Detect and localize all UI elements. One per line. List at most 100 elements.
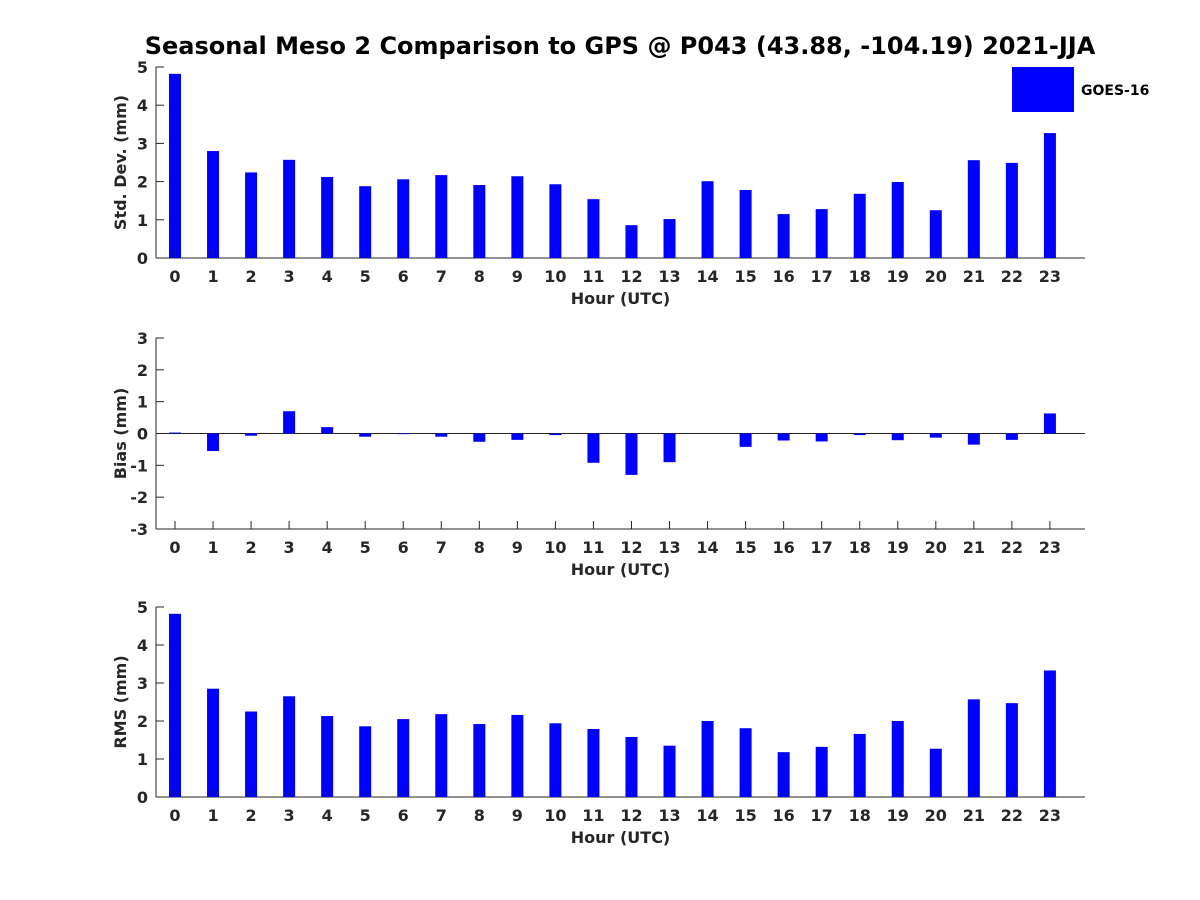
x-tick-label: 11	[582, 538, 604, 557]
x-tick-label: 7	[436, 538, 447, 557]
bar-bias-6	[397, 433, 410, 435]
y-tick-label: 1	[137, 211, 148, 230]
bar-bias-20	[929, 433, 942, 438]
x-tick-label: 14	[696, 538, 718, 557]
x-tick-label: 18	[849, 538, 871, 557]
x-tick-label: 6	[398, 806, 409, 825]
bar-bias-9	[511, 433, 524, 440]
bar-rms-19	[891, 721, 904, 797]
bar-std-dev-12	[625, 225, 638, 258]
x-axis-label: Hour (UTC)	[571, 289, 671, 308]
x-tick-label: 23	[1039, 267, 1061, 286]
bar-std-dev-21	[967, 160, 980, 258]
x-tick-label: 18	[849, 806, 871, 825]
x-tick-label: 13	[658, 806, 680, 825]
bar-bias-11	[587, 433, 600, 463]
y-tick-label: 3	[137, 329, 148, 348]
bar-bias-5	[359, 433, 372, 437]
legend-label: GOES-16	[1081, 83, 1149, 99]
y-axis-label: Bias (mm)	[111, 388, 130, 480]
x-tick-label: 9	[512, 806, 523, 825]
y-tick-label: 0	[137, 425, 148, 444]
x-tick-label: 12	[620, 806, 642, 825]
bar-bias-13	[663, 433, 676, 463]
y-tick-label: 3	[137, 674, 148, 693]
x-tick-label: 23	[1039, 538, 1061, 557]
bar-std-dev-8	[473, 185, 486, 258]
x-tick-label: 3	[284, 806, 295, 825]
x-tick-label: 16	[773, 538, 795, 557]
x-tick-label: 16	[773, 806, 795, 825]
x-tick-label: 5	[360, 538, 371, 557]
x-tick-label: 0	[169, 806, 180, 825]
bar-rms-10	[549, 723, 562, 797]
legend: GOES-16	[1012, 67, 1149, 112]
x-tick-label: 0	[169, 267, 180, 286]
bar-bias-10	[549, 433, 562, 436]
bar-bias-15	[739, 433, 752, 447]
bar-bias-2	[245, 433, 258, 436]
x-tick-label: 13	[658, 267, 680, 286]
x-tick-label: 17	[811, 267, 833, 286]
bar-bias-0	[169, 432, 181, 434]
y-tick-label: 0	[137, 249, 148, 268]
bar-std-dev-1	[207, 151, 220, 258]
bar-rms-21	[967, 699, 980, 797]
bar-rms-3	[283, 696, 296, 797]
bar-rms-15	[739, 728, 752, 797]
bar-bias-23	[1043, 413, 1056, 434]
bar-std-dev-3	[283, 159, 296, 258]
bar-rms-22	[1005, 703, 1018, 797]
y-tick-label: 4	[137, 636, 148, 655]
bar-rms-9	[511, 714, 524, 797]
x-tick-label: 17	[811, 538, 833, 557]
x-tick-label: 21	[963, 538, 985, 557]
bar-rms-7	[435, 714, 448, 797]
bar-bias-12	[625, 433, 638, 475]
bar-std-dev-22	[1005, 162, 1018, 258]
x-tick-label: 12	[620, 538, 642, 557]
y-tick-label: 1	[137, 750, 148, 769]
x-tick-label: 3	[284, 538, 295, 557]
x-tick-label: 9	[512, 538, 523, 557]
x-tick-label: 7	[436, 806, 447, 825]
bar-std-dev-11	[587, 199, 600, 258]
bar-bias-17	[815, 433, 828, 442]
x-tick-label: 20	[925, 267, 947, 286]
bar-bias-19	[891, 433, 904, 441]
bar-std-dev-17	[815, 209, 828, 258]
bar-bias-18	[853, 433, 866, 436]
bar-rms-20	[929, 748, 942, 797]
x-tick-label: 10	[544, 538, 566, 557]
bar-rms-18	[853, 733, 866, 797]
bar-std-dev-10	[549, 184, 562, 258]
bar-rms-14	[701, 721, 714, 797]
x-tick-label: 4	[322, 806, 333, 825]
x-tick-label: 15	[734, 806, 756, 825]
y-tick-label: 3	[137, 134, 148, 153]
bar-std-dev-4	[321, 177, 334, 258]
x-tick-label: 11	[582, 267, 604, 286]
bar-rms-16	[777, 752, 790, 797]
bar-std-dev-18	[853, 193, 866, 258]
x-tick-label: 8	[474, 806, 485, 825]
bar-std-dev-2	[245, 172, 258, 258]
y-tick-label: 0	[137, 788, 148, 807]
bar-std-dev-16	[777, 214, 790, 258]
x-tick-label: 2	[246, 806, 257, 825]
bar-bias-3	[283, 411, 296, 434]
x-tick-label: 19	[887, 538, 909, 557]
bar-rms-23	[1043, 670, 1056, 797]
bar-std-dev-6	[397, 179, 410, 258]
bar-bias-7	[435, 433, 448, 437]
x-tick-label: 9	[512, 267, 523, 286]
x-tick-label: 2	[246, 538, 257, 557]
x-tick-label: 21	[963, 806, 985, 825]
x-tick-label: 10	[544, 267, 566, 286]
x-tick-label: 10	[544, 806, 566, 825]
